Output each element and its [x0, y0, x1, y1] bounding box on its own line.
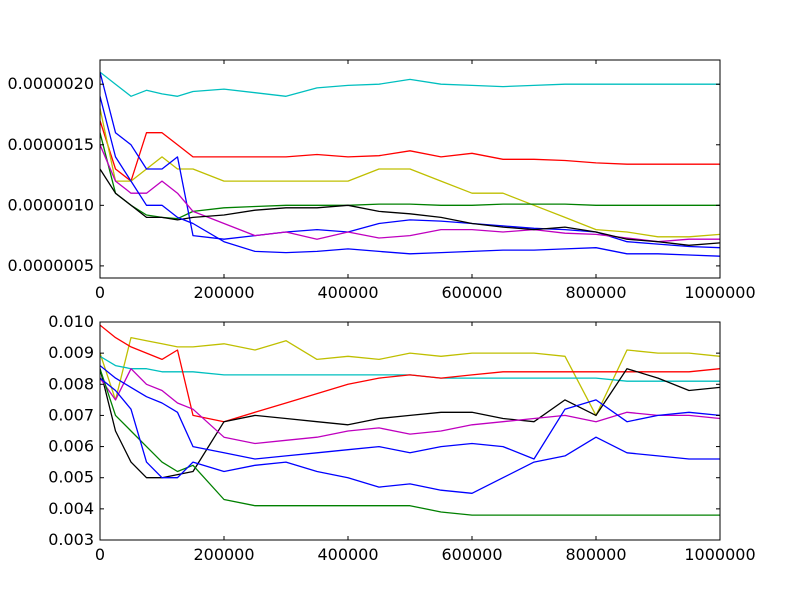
- series-line-6: [100, 168, 720, 246]
- series-line-1: [100, 120, 720, 182]
- x-tick-label: 1000000: [684, 283, 755, 302]
- series-line-7: [100, 96, 720, 257]
- series-line-7: [100, 377, 720, 494]
- y-tick-label: 0.010: [48, 312, 94, 331]
- y-tick-label: 0.003: [48, 530, 94, 549]
- x-tick-label: 0: [95, 545, 105, 564]
- x-tick-label: 600000: [441, 283, 502, 302]
- y-tick-label: 0.004: [48, 499, 94, 518]
- series-line-3: [100, 368, 720, 479]
- x-tick-label: 0: [95, 283, 105, 302]
- bottom-chart: 0 200000 400000 600000 800000 1000000 0.003 0.0…: [48, 312, 755, 564]
- x-tick-label: 600000: [441, 545, 502, 564]
- y-tick-label: 0.006: [48, 437, 94, 456]
- y-tick-label: 0.005: [48, 468, 94, 487]
- x-tick-label: 400000: [317, 545, 378, 564]
- top-chart: 0 200000 400000 600000 800000 1000000 0.000000…: [7, 59, 756, 302]
- x-tick-label: 1000000: [684, 545, 755, 564]
- series-group: [100, 71, 720, 257]
- y-tick-label: 0.0000005: [7, 256, 94, 275]
- x-tick-label: 200000: [193, 283, 254, 302]
- series-line-0: [100, 71, 720, 97]
- axes-frame: [99, 59, 721, 279]
- series-line-5: [100, 144, 720, 243]
- y-tick-label: 0.009: [48, 343, 94, 362]
- series-line-6: [100, 368, 720, 516]
- series-line-4: [100, 368, 720, 445]
- series-line-1: [100, 355, 720, 382]
- x-tick-label: 800000: [565, 283, 626, 302]
- x-tick-label: 200000: [193, 545, 254, 564]
- series-group: [100, 324, 720, 516]
- y-tick-label: 0.007: [48, 405, 94, 424]
- y-tick-label: 0.008: [48, 374, 94, 393]
- y-tick-label: 0.0000020: [7, 74, 94, 93]
- y-tick-label: 0.0000010: [7, 195, 94, 214]
- x-tick-label: 400000: [317, 283, 378, 302]
- series-line-5: [100, 365, 720, 460]
- axes-frame: [99, 321, 721, 541]
- series-line-0: [100, 336, 720, 417]
- x-tick-label: 800000: [565, 545, 626, 564]
- y-tick-label: 0.0000015: [7, 135, 94, 154]
- series-line-2: [100, 108, 720, 238]
- series-line-2: [100, 324, 720, 423]
